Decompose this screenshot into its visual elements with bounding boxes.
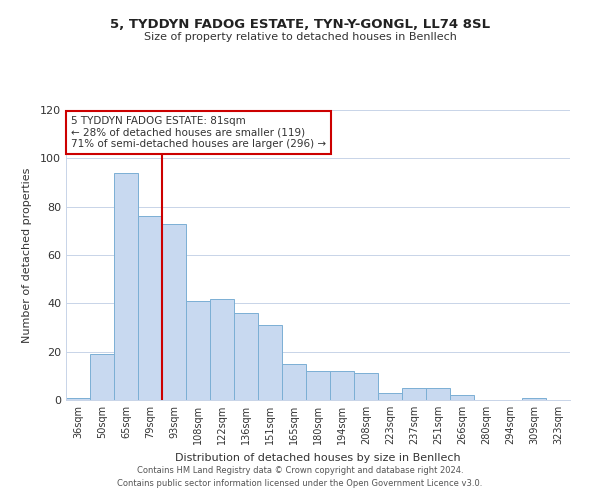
Bar xyxy=(258,325,282,400)
Bar xyxy=(66,398,90,400)
Bar xyxy=(354,374,378,400)
Bar xyxy=(90,354,114,400)
Bar xyxy=(210,298,234,400)
Text: Contains HM Land Registry data © Crown copyright and database right 2024.
Contai: Contains HM Land Registry data © Crown c… xyxy=(118,466,482,487)
Bar xyxy=(426,388,450,400)
Text: Size of property relative to detached houses in Benllech: Size of property relative to detached ho… xyxy=(143,32,457,42)
Bar xyxy=(234,313,258,400)
Bar xyxy=(114,173,138,400)
Bar xyxy=(138,216,162,400)
Y-axis label: Number of detached properties: Number of detached properties xyxy=(22,168,32,342)
Text: 5 TYDDYN FADOG ESTATE: 81sqm
← 28% of detached houses are smaller (119)
71% of s: 5 TYDDYN FADOG ESTATE: 81sqm ← 28% of de… xyxy=(71,116,326,149)
X-axis label: Distribution of detached houses by size in Benllech: Distribution of detached houses by size … xyxy=(175,452,461,462)
Bar xyxy=(522,398,546,400)
Bar xyxy=(282,364,306,400)
Text: 5, TYDDYN FADOG ESTATE, TYN-Y-GONGL, LL74 8SL: 5, TYDDYN FADOG ESTATE, TYN-Y-GONGL, LL7… xyxy=(110,18,490,30)
Bar xyxy=(162,224,186,400)
Bar xyxy=(450,395,474,400)
Bar xyxy=(186,301,210,400)
Bar xyxy=(330,371,354,400)
Bar xyxy=(306,371,330,400)
Bar xyxy=(378,393,402,400)
Bar xyxy=(402,388,426,400)
